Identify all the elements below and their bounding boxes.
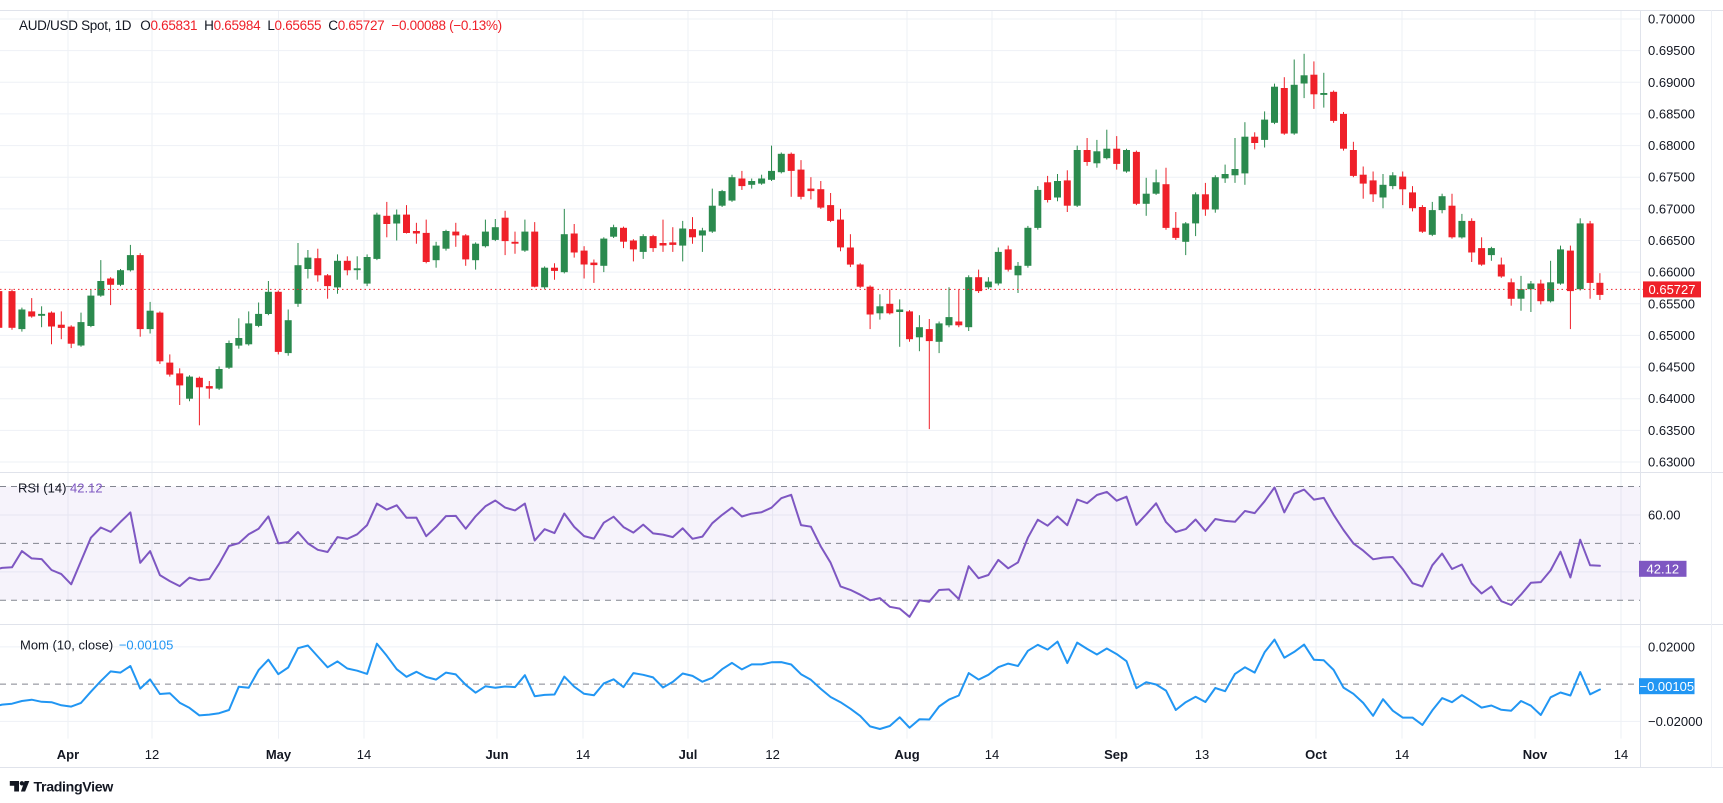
svg-text:0.02000: 0.02000 [1648, 639, 1695, 654]
svg-text:RSI (14) 42.12: RSI (14) 42.12 [18, 481, 103, 496]
svg-text:0.67500: 0.67500 [1648, 170, 1695, 185]
svg-text:0.66000: 0.66000 [1648, 265, 1695, 280]
svg-text:0.67000: 0.67000 [1648, 201, 1695, 216]
svg-text:14: 14 [985, 747, 999, 762]
svg-text:Nov: Nov [1523, 747, 1548, 762]
svg-text:12: 12 [145, 747, 159, 762]
svg-text:0.70000: 0.70000 [1648, 12, 1695, 27]
svg-text:Aug: Aug [894, 747, 919, 762]
svg-text:14: 14 [1395, 747, 1409, 762]
svg-text:Oct: Oct [1305, 747, 1327, 762]
svg-text:14: 14 [576, 747, 590, 762]
svg-text:14: 14 [357, 747, 371, 762]
svg-text:0.69500: 0.69500 [1648, 43, 1695, 58]
svg-text:Jul: Jul [679, 747, 698, 762]
svg-text:14: 14 [1614, 747, 1628, 762]
svg-text:0.64500: 0.64500 [1648, 360, 1695, 375]
svg-text:0.68000: 0.68000 [1648, 138, 1695, 153]
svg-text:60.00: 60.00 [1648, 508, 1681, 523]
svg-text:0.65727: 0.65727 [1649, 282, 1696, 297]
svg-text:TradingView: TradingView [34, 780, 115, 796]
svg-text:May: May [266, 747, 292, 762]
svg-text:0.69000: 0.69000 [1648, 75, 1695, 90]
svg-text:0.68500: 0.68500 [1648, 106, 1695, 121]
svg-text:0.63500: 0.63500 [1648, 423, 1695, 438]
svg-text:12: 12 [765, 747, 779, 762]
svg-text:13: 13 [1195, 747, 1209, 762]
svg-text:Sep: Sep [1104, 747, 1128, 762]
svg-text:−0.00105: −0.00105 [1640, 679, 1695, 694]
svg-text:0.66500: 0.66500 [1648, 233, 1695, 248]
svg-text:0.65000: 0.65000 [1648, 328, 1695, 343]
svg-text:0.65500: 0.65500 [1648, 296, 1695, 311]
svg-text:42.12: 42.12 [1647, 561, 1680, 576]
svg-text:Apr: Apr [57, 747, 79, 762]
svg-text:Jun: Jun [485, 747, 508, 762]
svg-text:−0.02000: −0.02000 [1648, 714, 1703, 729]
svg-text:Mom (10, close) −0.00105: Mom (10, close) −0.00105 [20, 638, 173, 653]
svg-text:0.63000: 0.63000 [1648, 455, 1695, 470]
svg-text:0.64000: 0.64000 [1648, 391, 1695, 406]
